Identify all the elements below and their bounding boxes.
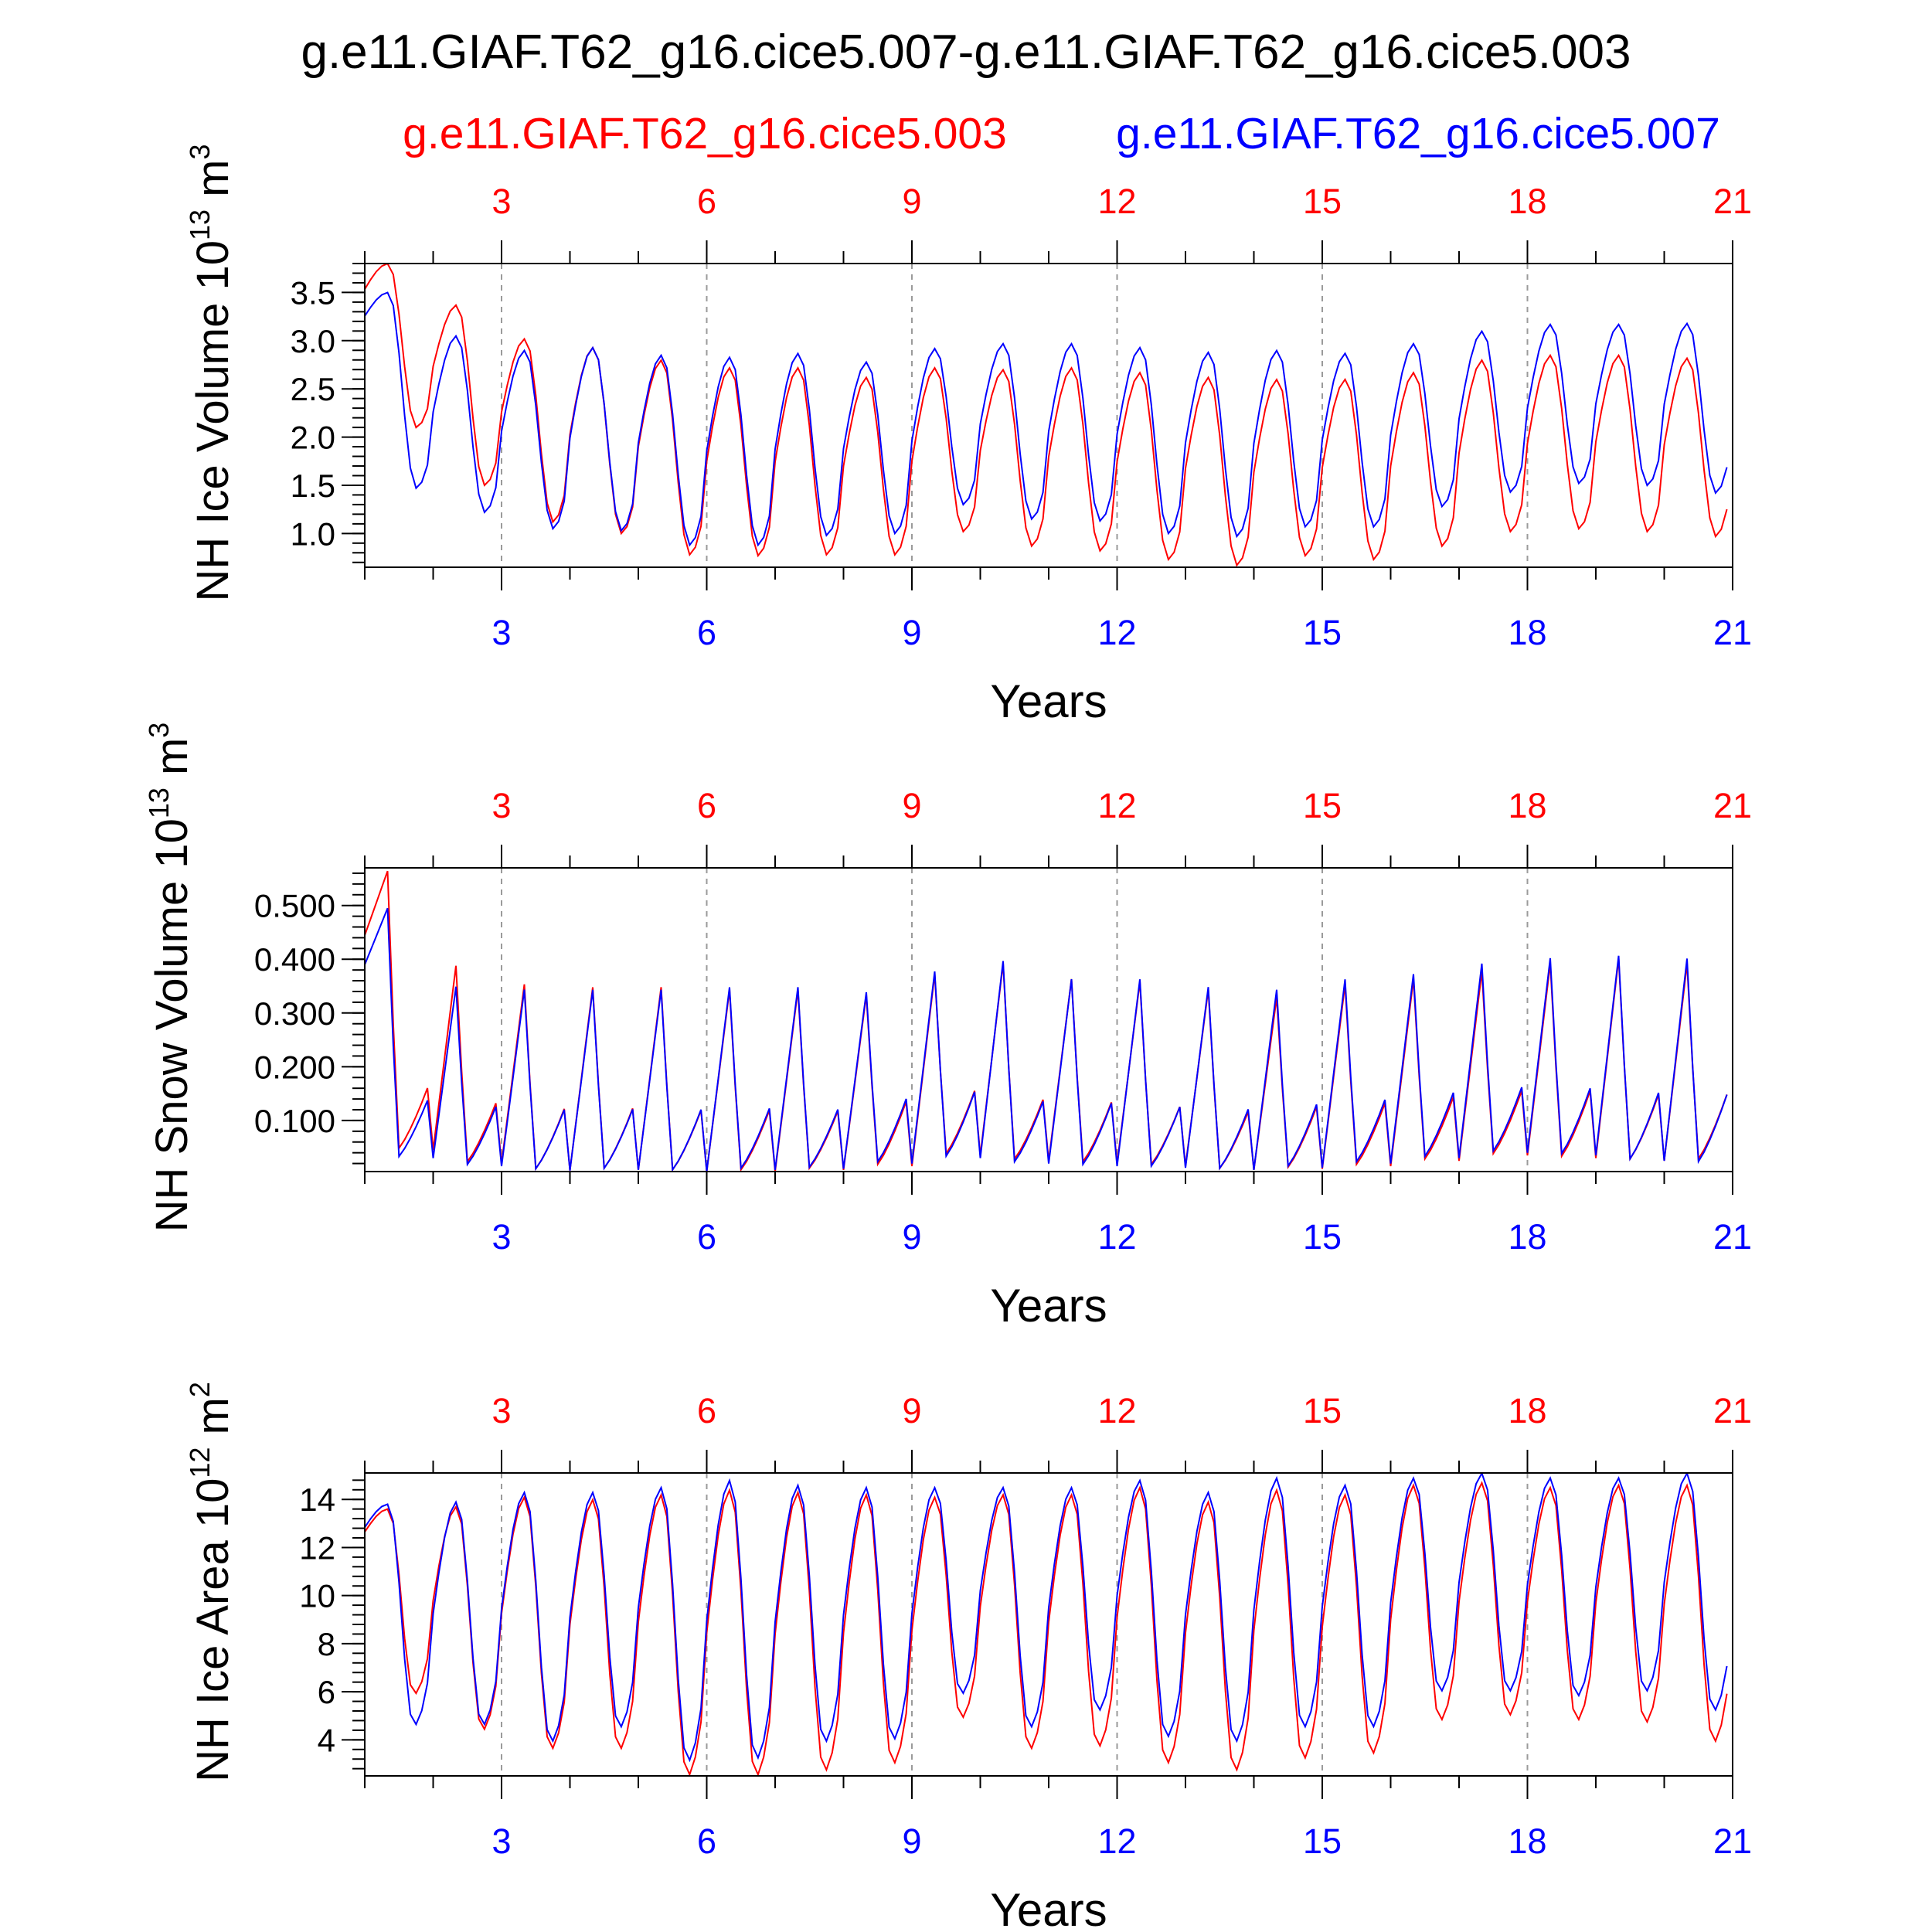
panel-snow-volume: 3 3 6 6 9 9 12 12 15 15 18 18 21 21 Years 0.100 0.200 0.3… — [143, 723, 1752, 1332]
x-axis-label: Years — [990, 1280, 1107, 1332]
x-tick-label-bottom: 18 — [1508, 613, 1546, 652]
y-tick-label: 3.5 — [291, 274, 335, 311]
x-tick-label-top: 15 — [1303, 786, 1342, 825]
y-tick-label: 0.500 — [254, 888, 335, 924]
x-tick-label-top: 9 — [902, 1391, 921, 1430]
y-axis-label: NH Ice Volume 1013 m3 — [184, 145, 238, 602]
y-tick-label: 0.400 — [254, 941, 335, 978]
y-tick-label: 12 — [299, 1529, 335, 1566]
x-tick-label-bottom: 21 — [1713, 1217, 1752, 1257]
x-tick-label-bottom: 3 — [492, 613, 511, 652]
x-axis-label: Years — [990, 1884, 1107, 1932]
series-line-run-003 — [365, 1481, 1728, 1776]
y-tick-label: 1.0 — [291, 515, 335, 552]
x-tick-label-bottom: 18 — [1508, 1217, 1546, 1257]
figure-title: g.e11.GIAF.T62_g16.cice5.007-g.e11.GIAF.… — [301, 26, 1631, 79]
y-tick-label: 6 — [318, 1674, 335, 1710]
x-tick-label-bottom: 15 — [1303, 1821, 1342, 1861]
x-tick-label-bottom: 9 — [902, 1821, 921, 1861]
y-axis-label: NH Snow Volume 1013 m3 — [143, 723, 197, 1233]
y-tick-label: 0.200 — [254, 1049, 335, 1085]
x-tick-label-bottom: 12 — [1097, 1821, 1136, 1861]
x-tick-label-top: 15 — [1303, 182, 1342, 221]
y-tick-label: 14 — [299, 1481, 335, 1518]
y-tick-label: 4 — [318, 1722, 335, 1758]
x-tick-label-top: 9 — [902, 182, 921, 221]
x-tick-label-bottom: 21 — [1713, 613, 1752, 652]
x-tick-label-top: 21 — [1713, 786, 1752, 825]
panel-ice-area: 3 3 6 6 9 9 12 12 15 15 18 18 21 21 Years 4 6 8 10 12 14 NH I… — [184, 1382, 1752, 1932]
panel-ice-volume: 3 3 6 6 9 9 12 12 15 15 18 18 21 21 Years 1.0 1.5 2.0 2.5 3… — [184, 145, 1752, 727]
series-line-run-003 — [365, 264, 1728, 567]
y-tick-label: 2.5 — [291, 371, 335, 407]
x-tick-label-bottom: 15 — [1303, 613, 1342, 652]
x-tick-label-top: 18 — [1508, 786, 1546, 825]
x-tick-label-bottom: 12 — [1097, 613, 1136, 652]
x-tick-label-top: 9 — [902, 786, 921, 825]
y-tick-label: 1.5 — [291, 468, 335, 504]
y-tick-label: 0.300 — [254, 995, 335, 1032]
x-tick-label-top: 6 — [697, 182, 716, 221]
y-axis-label: NH Ice Area 1012 m2 — [184, 1382, 238, 1782]
x-tick-label-top: 15 — [1303, 1391, 1342, 1430]
x-tick-label-bottom: 3 — [492, 1217, 511, 1257]
x-tick-label-top: 12 — [1097, 182, 1136, 221]
x-tick-label-bottom: 6 — [697, 1821, 716, 1861]
x-tick-label-top: 21 — [1713, 1391, 1752, 1430]
x-tick-label-top: 18 — [1508, 182, 1546, 221]
y-tick-label: 8 — [318, 1626, 335, 1662]
x-tick-label-bottom: 6 — [697, 1217, 716, 1257]
x-tick-label-bottom: 9 — [902, 1217, 921, 1257]
x-tick-label-top: 6 — [697, 786, 716, 825]
series-line-run-007 — [365, 907, 1728, 1172]
x-tick-label-bottom: 12 — [1097, 1217, 1136, 1257]
x-tick-label-top: 3 — [492, 786, 511, 825]
x-tick-label-top: 21 — [1713, 182, 1752, 221]
x-tick-label-bottom: 3 — [492, 1821, 511, 1861]
x-tick-label-top: 3 — [492, 182, 511, 221]
x-tick-label-bottom: 6 — [697, 613, 716, 652]
series-line-run-007 — [365, 291, 1728, 547]
y-tick-label: 3.0 — [291, 323, 335, 359]
x-tick-label-bottom: 18 — [1508, 1821, 1546, 1861]
x-tick-label-top: 12 — [1097, 786, 1136, 825]
x-tick-label-top: 3 — [492, 1391, 511, 1430]
legend-label-run-007: g.e11.GIAF.T62_g16.cice5.007 — [1116, 109, 1720, 158]
x-tick-label-top: 6 — [697, 1391, 716, 1430]
y-tick-label: 2.0 — [291, 420, 335, 456]
x-tick-label-bottom: 15 — [1303, 1217, 1342, 1257]
y-tick-label: 0.100 — [254, 1103, 335, 1139]
x-axis-label: Years — [990, 675, 1107, 727]
x-tick-label-top: 12 — [1097, 1391, 1136, 1430]
series-line-run-007 — [365, 1473, 1728, 1763]
x-tick-label-top: 18 — [1508, 1391, 1546, 1430]
x-tick-label-bottom: 21 — [1713, 1821, 1752, 1861]
x-tick-label-bottom: 9 — [902, 613, 921, 652]
legend-label-run-003: g.e11.GIAF.T62_g16.cice5.003 — [403, 109, 1007, 158]
y-tick-label: 10 — [299, 1578, 335, 1614]
